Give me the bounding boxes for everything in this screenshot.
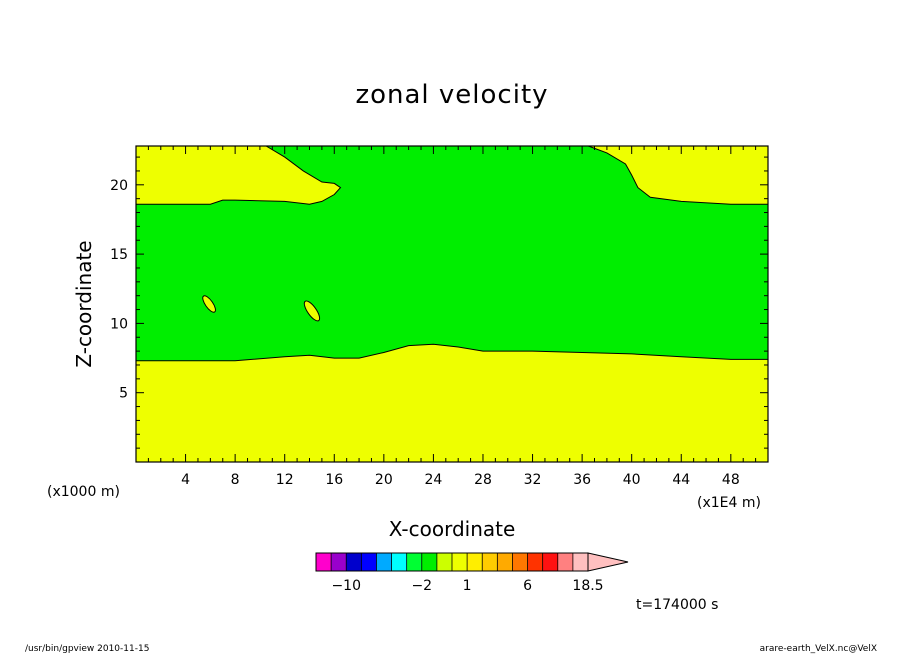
y-axis-title: Z-coordinate [72,240,96,367]
plot-frame [135,145,769,463]
x-tick-label: 40 [623,472,641,488]
footer-right: arare-earth_VelX.nc@VelX [760,644,877,654]
contour-island-2 [303,300,321,322]
minor-ticks [136,146,768,462]
colorbar-swatch [421,553,438,571]
colorbar-swatch [346,553,362,571]
y-tick-label: 10 [110,316,128,332]
x-tick-label: 12 [276,472,294,488]
x-tick-label: 20 [375,472,393,488]
colorbar-swatch [361,553,377,571]
colorbar-swatch [376,553,393,571]
colorbar-swatch [331,553,347,571]
colorbar-arrow [587,552,629,572]
contour-region-lower [135,343,769,463]
footer-left: /usr/bin/gpview 2010-11-15 [25,644,149,654]
contour-islands [202,295,321,322]
x-unit-right: (x1E4 m) [697,495,761,511]
colorbar-swatch [436,553,453,571]
chart-title: zonal velocity [355,80,548,110]
colorbar-swatch [406,553,423,571]
x-tick-label: 24 [424,472,442,488]
y-tick-label: 20 [110,178,128,194]
x-tick-label: 44 [672,472,690,488]
colorbar-swatch [482,553,498,571]
x-tick-label: 32 [524,472,542,488]
colorbar-tick-label: 1 [463,578,472,594]
x-tick-label: 16 [325,472,343,488]
colorbar-tick-label: 6 [523,578,532,594]
y-tick-labels: 5 10 15 20 [110,178,128,402]
contour-island-1 [202,295,216,313]
x-tick-labels: 4 8 12 16 20 24 28 32 36 40 44 48 [181,472,740,488]
x-tick-label: 48 [722,472,740,488]
x-axis-title: X-coordinate [389,517,516,541]
major-ticks [136,146,768,462]
colorbar-swatch [452,553,468,571]
colorbar-swatch [316,553,332,571]
x-tick-label: 8 [231,472,240,488]
x-tick-label: 36 [573,472,591,488]
contour-region-upper-left [135,145,342,205]
colorbar-swatch [527,553,544,571]
time-label: t=174000 s [636,597,718,613]
colorbar-swatch [512,553,529,571]
colorbar-swatch [557,553,574,571]
colorbar-swatch [391,553,408,571]
y-tick-label: 15 [110,247,128,263]
x-tick-label: 4 [181,472,190,488]
colorbar-tick-label: −10 [331,578,361,594]
colorbar-swatch [467,553,483,571]
colorbar-tick-label: 18.5 [572,578,603,594]
colorbar [315,552,629,572]
colorbar-swatch [542,553,559,571]
colorbar-labels: −10 −2 1 6 18.5 [331,578,603,594]
colorbar-swatch [497,553,513,571]
y-tick-label: 5 [119,386,128,402]
plot-area [135,145,769,463]
x-tick-label: 28 [474,472,492,488]
colorbar-tick-label: −2 [411,578,432,594]
x-unit-left: (x1000 m) [47,484,120,500]
colorbar-swatch [572,553,589,571]
